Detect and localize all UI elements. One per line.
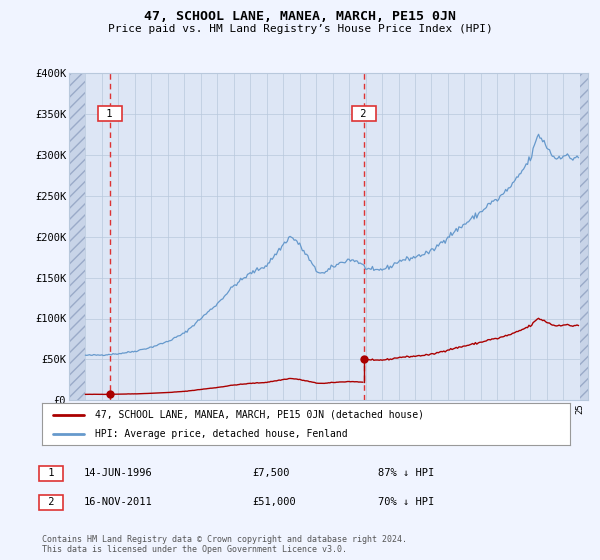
Text: 47, SCHOOL LANE, MANEA, MARCH, PE15 0JN (detached house): 47, SCHOOL LANE, MANEA, MARCH, PE15 0JN …	[95, 409, 424, 419]
Bar	[69, 73, 85, 400]
Text: HPI: Average price, detached house, Fenland: HPI: Average price, detached house, Fenl…	[95, 429, 347, 439]
Text: 70% ↓ HPI: 70% ↓ HPI	[378, 497, 434, 507]
Text: Contains HM Land Registry data © Crown copyright and database right 2024.
This d: Contains HM Land Registry data © Crown c…	[42, 535, 407, 554]
Text: Price paid vs. HM Land Registry’s House Price Index (HPI): Price paid vs. HM Land Registry’s House …	[107, 24, 493, 34]
Text: 16-NOV-2011: 16-NOV-2011	[84, 497, 153, 507]
Text: 14-JUN-1996: 14-JUN-1996	[84, 468, 153, 478]
Text: 1: 1	[100, 109, 119, 119]
Bar	[580, 73, 588, 400]
Text: £7,500: £7,500	[252, 468, 290, 478]
Text: 1: 1	[42, 468, 61, 478]
Text: 2: 2	[42, 497, 61, 507]
Text: £51,000: £51,000	[252, 497, 296, 507]
Text: 87% ↓ HPI: 87% ↓ HPI	[378, 468, 434, 478]
Text: 47, SCHOOL LANE, MANEA, MARCH, PE15 0JN: 47, SCHOOL LANE, MANEA, MARCH, PE15 0JN	[144, 10, 456, 23]
Text: 2: 2	[354, 109, 373, 119]
